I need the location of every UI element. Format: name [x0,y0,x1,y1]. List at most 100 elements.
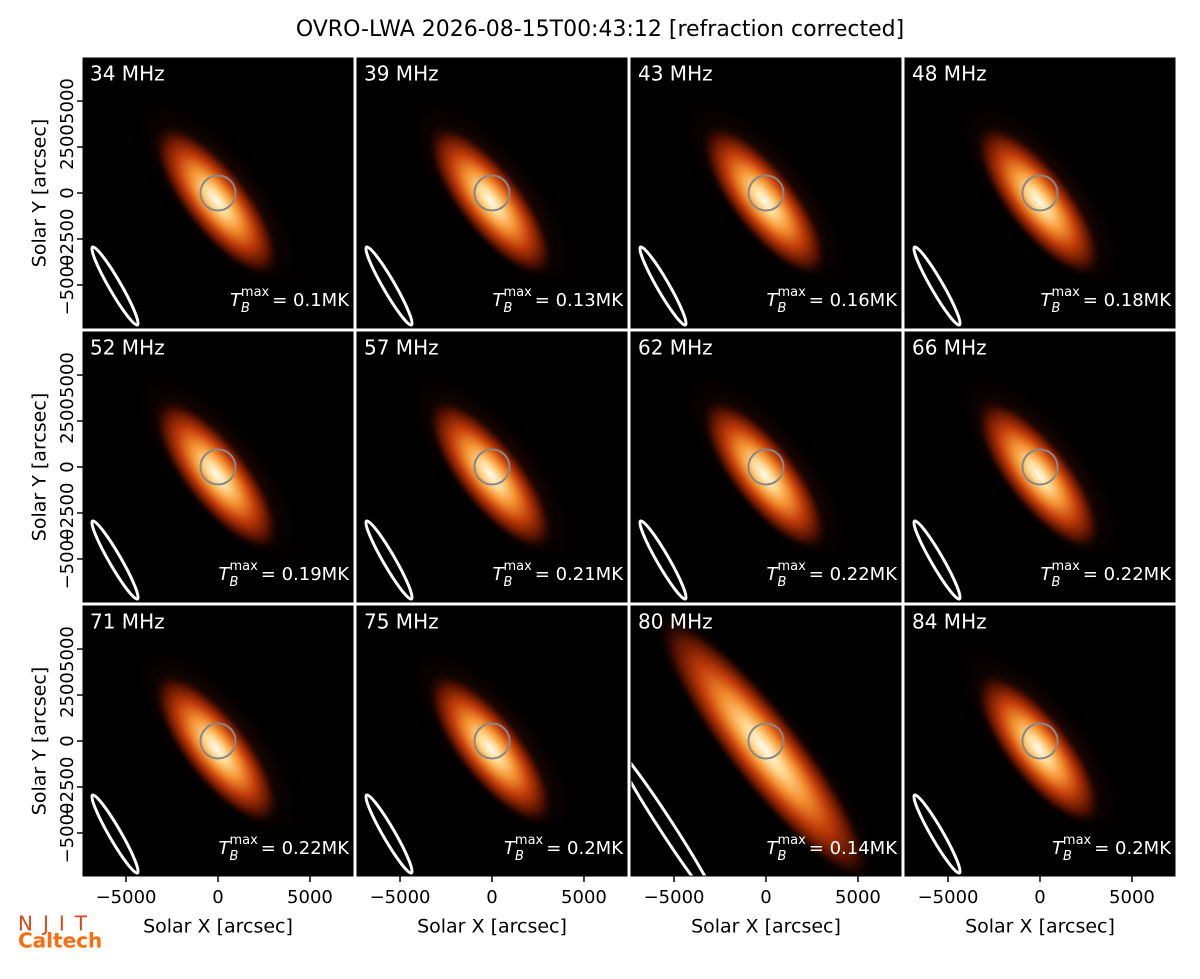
panel [357,332,627,602]
tb-annotation: TBmax = 0.22MK [1041,559,1173,590]
tb-sub: B [778,849,787,864]
figure-title: OVRO-LWA 2026-08-15T00:43:12 [refraction… [296,17,904,42]
solar-disk [473,174,511,212]
tb-annotation: TBmax = 0.22MK [767,559,899,590]
beam [90,519,140,601]
panel-frame [904,57,1176,329]
y-tick-label: −5000 [57,803,78,864]
tb-symbol: T [1041,564,1054,585]
frequency-label: 52 MHz [90,336,165,360]
tb-sup: max [229,559,258,574]
frequency-label: 43 MHz [638,62,713,86]
solar-disk [473,448,511,486]
y-tick-label: 5000 [57,78,78,124]
y-tick-label: −5000 [57,529,78,590]
frequency-label: 84 MHz [912,610,987,634]
x-tick-label: 5000 [835,887,881,908]
frequency-label: 48 MHz [912,62,987,86]
panel-frame [630,57,902,329]
tb-symbol: T [219,564,232,585]
emission [700,122,829,279]
panel [83,606,353,876]
beam [912,519,962,601]
tb-sub: B [230,849,239,864]
tb-symbol: T [767,838,780,859]
x-tick-label: 5000 [287,887,333,908]
beam [638,245,688,327]
tb-symbol: T [767,564,780,585]
tb-symbol: T [230,290,243,311]
panel [631,606,901,876]
logo: NJIT [18,912,97,936]
tb-sub: B [241,301,250,316]
tb-sup: max [503,559,532,574]
tb-symbol: T [504,838,517,859]
y-axis-label: Solar Y [arcsec] [29,667,51,815]
frequency-label: 34 MHz [90,62,165,86]
panel-frame [630,331,902,603]
y-tick-label: 5000 [57,352,78,398]
tb-value: = 0.22MK [1083,564,1172,585]
tb-sub: B [778,575,787,590]
x-tick-label: 0 [760,887,771,908]
tb-sup: max [1051,285,1080,300]
beam [912,245,962,327]
solar-disk [199,174,237,212]
tb-annotation: TBmax = 0.18MK [1041,285,1173,316]
beam [912,793,962,875]
y-axis-label: Solar Y [arcsec] [29,119,51,267]
tb-value: = 0.21MK [535,564,624,585]
tb-symbol: T [493,290,506,311]
tb-sub: B [1052,301,1061,316]
tb-annotation: TBmax = 0.13MK [493,285,625,316]
emission [426,670,555,827]
tb-symbol: T [1052,838,1065,859]
x-axis-label: Solar X [arcsec] [691,916,841,938]
tb-value: = 0.1MK [272,290,350,311]
beam [631,744,720,876]
y-tick-label: 2500 [57,398,78,444]
tb-sup: max [1063,833,1092,848]
x-axis-label: Solar X [arcsec] [417,916,567,938]
solar-disk [747,722,785,760]
y-tick-label: 5000 [57,626,78,672]
tb-symbol: T [767,290,780,311]
solar-disk [199,722,237,760]
panel-frame [356,57,628,329]
tb-value: = 0.13MK [535,290,624,311]
x-tick-label: 0 [1034,887,1045,908]
emission [974,122,1103,279]
emission [152,122,281,279]
logo: Caltech [18,929,102,953]
tb-sup: max [777,285,806,300]
emission [426,122,555,279]
emission [974,670,1103,827]
x-tick-label: 5000 [1109,887,1155,908]
y-tick-label: 0 [57,735,78,746]
emission [700,396,829,553]
solar-disk [1021,174,1059,212]
tb-sub: B [504,575,513,590]
tb-sub: B [230,575,239,590]
panel [905,332,1175,602]
tb-sup: max [777,559,806,574]
y-tick-label: 2500 [57,124,78,170]
tb-sup: max [1051,559,1080,574]
solar-disk [747,174,785,212]
beam [90,245,140,327]
tb-value: = 0.14MK [809,838,898,859]
tb-value: = 0.18MK [1083,290,1172,311]
y-tick-label: −2500 [57,209,78,270]
tb-value: = 0.2MK [546,838,624,859]
tb-value: = 0.22MK [261,838,350,859]
tb-sub: B [1052,575,1061,590]
x-axis-label: Solar X [arcsec] [965,916,1115,938]
tb-sup: max [777,833,806,848]
panel [905,606,1175,876]
tb-value: = 0.16MK [809,290,898,311]
frequency-label: 62 MHz [638,336,713,360]
emission [152,396,281,553]
y-tick-label: 0 [57,461,78,472]
tb-sub: B [515,849,524,864]
